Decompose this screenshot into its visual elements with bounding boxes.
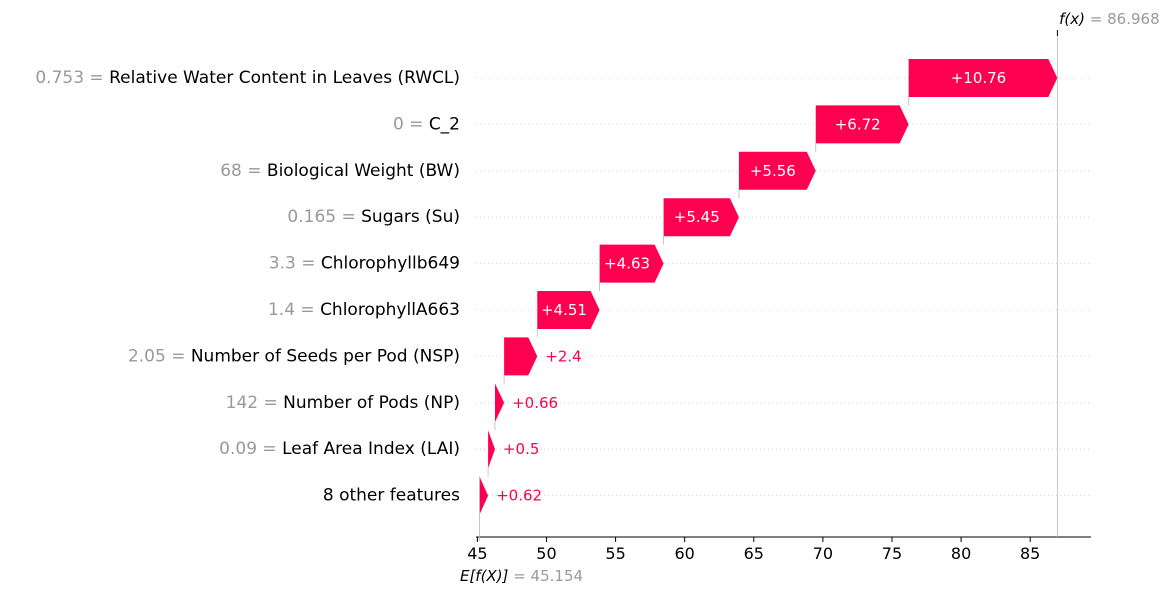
bar [815, 105, 909, 144]
bar-value-label: +5.45 [674, 208, 720, 226]
fx-label: f(x) = 86.968 [1059, 10, 1160, 28]
feature-name: ChlorophyllA663 [320, 300, 460, 320]
base-value-label: E[f(X)] = 45.154 [460, 567, 583, 585]
bar [494, 383, 505, 422]
row-gridlines [476, 77, 1091, 497]
base-label-eq: = [513, 567, 530, 585]
x-tick-label: 50 [536, 544, 556, 563]
feature-name: Number of Seeds per Pod (NSP) [191, 346, 460, 366]
fx-label-eq: = [1090, 10, 1107, 28]
feature-value: 3.3 = [269, 254, 321, 274]
feature-name: Chlorophyllb649 [321, 254, 460, 274]
x-tick-label: 55 [605, 544, 625, 563]
x-tick-label: 80 [951, 544, 971, 563]
feature-label: 0.09 = Leaf Area Index (LAI) [219, 439, 460, 459]
feature-value: 0.09 = [219, 439, 282, 459]
feature-label: 0.753 = Relative Water Content in Leaves… [35, 68, 460, 88]
feature-label: 8 other features [323, 486, 460, 506]
feature-name: Relative Water Content in Leaves (RWCL) [109, 68, 460, 88]
bar [504, 337, 538, 376]
bar [599, 244, 664, 283]
feature-value: 0 = [393, 114, 429, 134]
bar-value-label: +5.56 [750, 162, 796, 180]
bar [537, 291, 600, 329]
x-tick-label: 60 [675, 544, 695, 563]
feature-label: 0.165 = Sugars (Su) [287, 207, 460, 227]
base-label-name: E[f(X)] [460, 567, 509, 585]
bar-value-label: +4.51 [541, 301, 587, 319]
feature-label: 68 = Biological Weight (BW) [220, 161, 460, 181]
x-tick-label: 85 [1020, 544, 1040, 563]
base-label-value: 45.154 [531, 567, 584, 585]
bar-connectors [487, 97, 910, 477]
bar-value-label: +4.63 [604, 255, 650, 273]
feature-label: 1.4 = ChlorophyllA663 [268, 300, 460, 320]
bar [908, 59, 1058, 97]
x-tick-label: 65 [744, 544, 764, 563]
bar [488, 430, 495, 469]
bar-value-label: +0.66 [512, 394, 558, 412]
bar-value-label: +2.4 [545, 347, 581, 365]
fx-annotation: f(x) = 86.968 [1056, 10, 1160, 537]
contribution-bars: +10.76 +6.72 +5.56 +5.45 +4.63 +4.51 +2.4 +0.66… [479, 59, 1058, 515]
bar-value-label: +6.72 [835, 115, 881, 133]
fx-label-name: f(x) [1059, 10, 1085, 28]
bar [663, 198, 739, 237]
fx-label-value: 86.968 [1107, 10, 1160, 28]
feature-label: 3.3 = Chlorophyllb649 [269, 254, 460, 274]
x-tick-label: 75 [882, 544, 902, 563]
x-tick-label: 45 [467, 544, 487, 563]
x-axis: 45 50 55 60 65 70 75 80 85 [467, 536, 1091, 563]
bar-value-label: +0.62 [496, 487, 542, 505]
feature-value: 2.05 = [128, 346, 191, 366]
feature-value: 68 = [220, 161, 267, 181]
feature-label: 142 = Number of Pods (NP) [226, 393, 460, 413]
bar-value-label: +0.5 [503, 440, 539, 458]
x-tick-label: 70 [813, 544, 833, 563]
feature-name: Sugars (Su) [361, 207, 460, 227]
bar [479, 476, 489, 515]
base-annotation: E[f(X)] = 45.154 [460, 476, 583, 585]
feature-value: 142 = [226, 393, 284, 413]
feature-name: Biological Weight (BW) [267, 161, 460, 181]
feature-label: 2.05 = Number of Seeds per Pod (NSP) [128, 346, 460, 366]
feature-value: 0.165 = [287, 207, 361, 227]
feature-name: Leaf Area Index (LAI) [282, 439, 460, 459]
bar-value-label: +10.76 [951, 69, 1007, 87]
feature-value: 1.4 = [268, 300, 320, 320]
feature-name: 8 other features [323, 486, 460, 506]
feature-name: Number of Pods (NP) [283, 393, 460, 413]
feature-value: 0.753 = [35, 68, 109, 88]
feature-label: 0 = C_2 [393, 114, 460, 134]
feature-labels: 0.753 = Relative Water Content in Leaves… [35, 68, 460, 506]
feature-name: C_2 [429, 114, 460, 134]
bar [738, 151, 816, 190]
